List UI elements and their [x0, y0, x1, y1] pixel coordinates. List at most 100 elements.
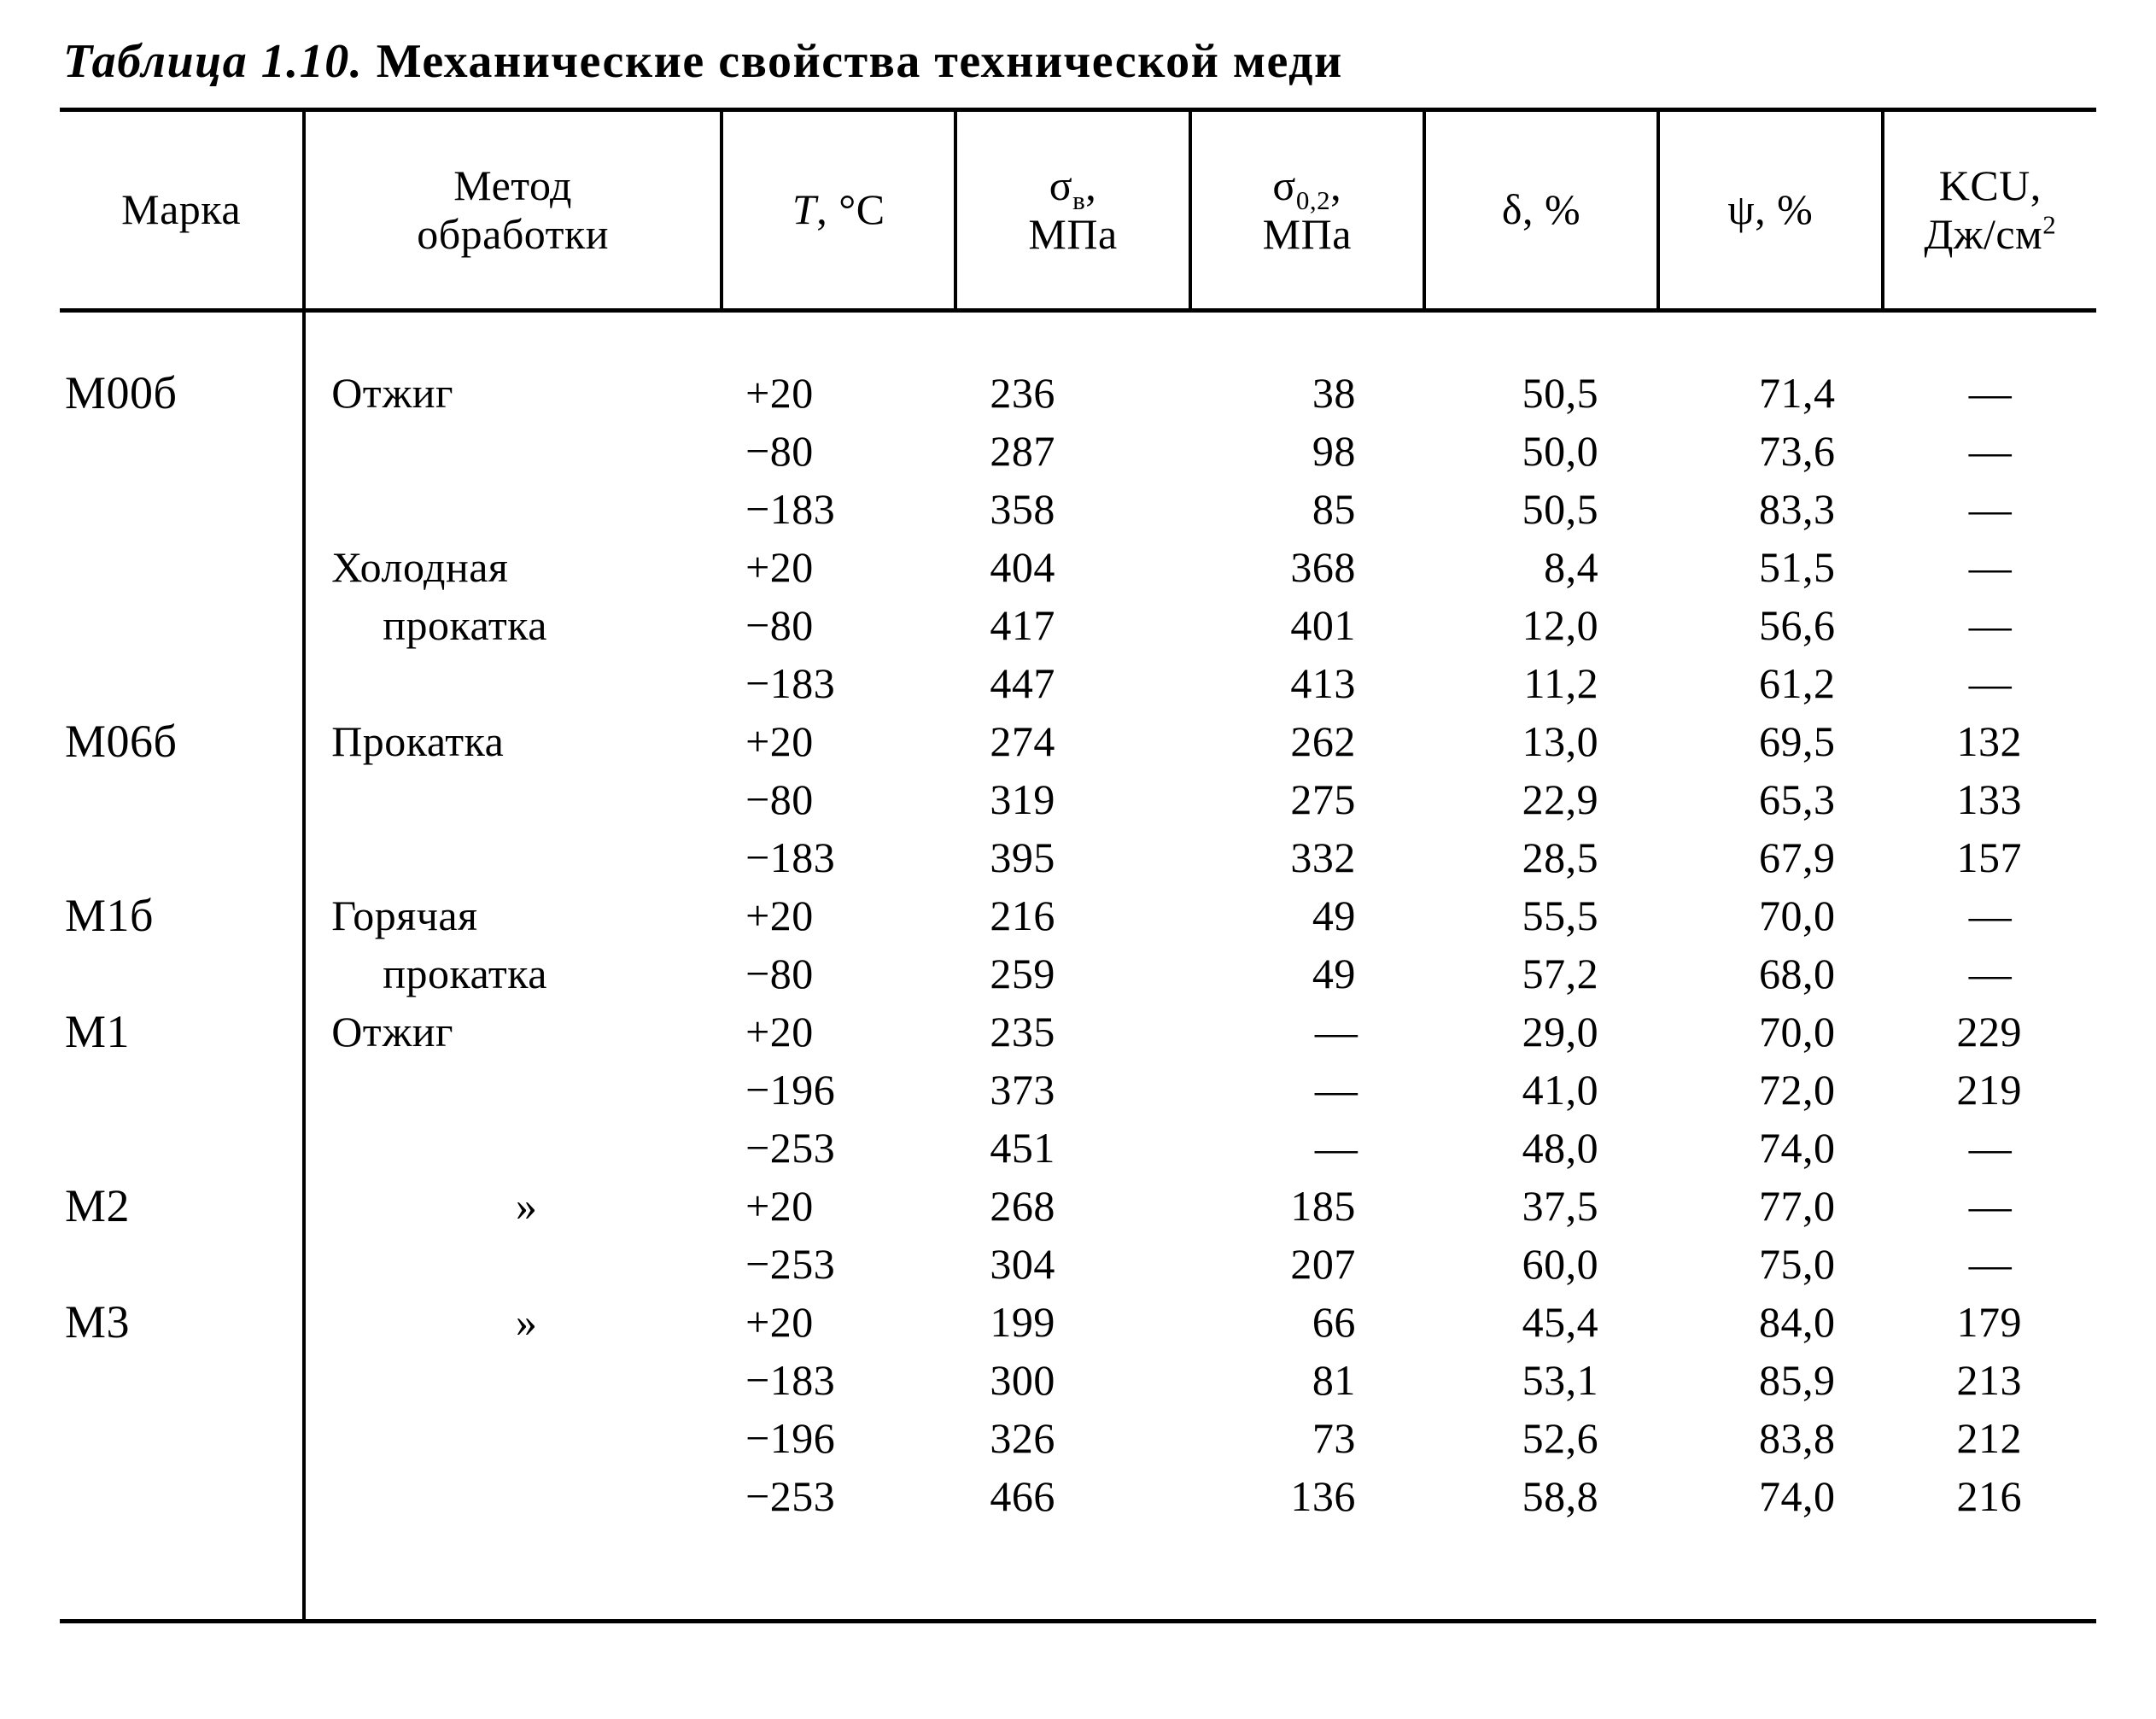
- psi-cell: 51,556,661,2: [1658, 538, 1882, 712]
- cell-value: 404: [955, 538, 1189, 596]
- method-cell: »: [304, 1177, 722, 1293]
- cell-value: —: [1883, 654, 2096, 712]
- table-row: М2»+20−25326830418520737,560,077,075,0——: [60, 1177, 2096, 1293]
- cell-value: 83,3: [1658, 480, 1882, 538]
- cell-value: 368: [1190, 538, 1424, 596]
- cell-value: 8,4: [1424, 538, 1658, 596]
- cell-value: 219: [1883, 1061, 2096, 1119]
- cell-value: 213: [1883, 1351, 2096, 1409]
- cell-value: −253: [722, 1467, 955, 1525]
- cell-value: 358: [955, 480, 1189, 538]
- col-psi: ψ, %: [1658, 110, 1882, 311]
- sigma-02-cell: 668173136: [1190, 1293, 1424, 1525]
- temp-cell: +20−80−183: [722, 538, 955, 712]
- cell-value: 38: [1190, 364, 1424, 422]
- cell-value: 133: [1883, 770, 2096, 828]
- delta-cell: 37,560,0: [1424, 1177, 1658, 1293]
- sigma-02-cell: 185207: [1190, 1177, 1424, 1293]
- cell-value: 41,0: [1424, 1061, 1658, 1119]
- cell-value: 417: [955, 596, 1189, 654]
- cell-value: −253: [722, 1235, 955, 1293]
- cell-value: 259: [955, 944, 1189, 1003]
- cell-value: 132: [1883, 712, 2096, 770]
- grade-cell: [60, 538, 304, 712]
- col-method: Методобработки: [304, 110, 722, 311]
- cell-value: 287: [955, 422, 1189, 480]
- cell-value: 185: [1190, 1177, 1424, 1235]
- cell-value: 229: [1883, 1003, 2096, 1061]
- kcu-cell: ——: [1883, 1177, 2096, 1293]
- grade-label: М06б: [65, 712, 302, 770]
- cell-value: 50,5: [1424, 364, 1658, 422]
- cell-value: 56,6: [1658, 596, 1882, 654]
- sigma-b-cell: 274319395: [955, 712, 1189, 886]
- cell-value: 70,0: [1658, 886, 1882, 944]
- cell-value: —: [1883, 364, 2096, 422]
- delta-cell: 55,557,2: [1424, 886, 1658, 1003]
- cell-value: +20: [722, 538, 955, 596]
- kcu-cell: ———: [1883, 538, 2096, 712]
- grade-cell: М1: [60, 1003, 304, 1177]
- method-label: Прокатка: [331, 712, 722, 770]
- cell-value: 37,5: [1424, 1177, 1658, 1235]
- sigma-b-cell: 235373451: [955, 1003, 1189, 1177]
- table-row: М1Отжиг+20−196−253235373451———29,041,048…: [60, 1003, 2096, 1177]
- grade-cell: М2: [60, 1177, 304, 1293]
- sigma-b-cell: 216259: [955, 886, 1189, 1003]
- cell-value: 395: [955, 828, 1189, 886]
- cell-value: 45,4: [1424, 1293, 1658, 1351]
- grade-label: М3: [65, 1293, 302, 1351]
- table-body: М00бОтжиг+20−80−18323628735838988550,550…: [60, 311, 2096, 1622]
- cell-value: 85,9: [1658, 1351, 1882, 1409]
- cell-value: 300: [955, 1351, 1189, 1409]
- sigma-b-cell: 236287358: [955, 364, 1189, 538]
- psi-cell: 84,085,983,874,0: [1658, 1293, 1882, 1525]
- table-row: М1бГорячаяпрокатка+20−80216259494955,557…: [60, 886, 2096, 1003]
- cell-value: 67,9: [1658, 828, 1882, 886]
- cell-value: —: [1190, 1061, 1424, 1119]
- sigma-b-cell: 404417447: [955, 538, 1189, 712]
- table-row: М3»+20−183−196−2531993003264666681731364…: [60, 1293, 2096, 1525]
- temp-cell: +20−196−253: [722, 1003, 955, 1177]
- grade-cell: М00б: [60, 364, 304, 538]
- temp-cell: +20−253: [722, 1177, 955, 1293]
- sigma-02-cell: 262275332: [1190, 712, 1424, 886]
- cell-value: 58,8: [1424, 1467, 1658, 1525]
- grade-cell: М3: [60, 1293, 304, 1525]
- cell-value: −183: [722, 654, 955, 712]
- cell-value: +20: [722, 364, 955, 422]
- method-label: Отжиг: [331, 1003, 722, 1061]
- cell-value: 52,6: [1424, 1409, 1658, 1467]
- cell-value: 65,3: [1658, 770, 1882, 828]
- kcu-cell: 132133157: [1883, 712, 2096, 886]
- cell-value: 75,0: [1658, 1235, 1882, 1293]
- cell-value: 74,0: [1658, 1467, 1882, 1525]
- method-cell: Отжиг: [304, 1003, 722, 1177]
- cell-value: —: [1883, 538, 2096, 596]
- col-temp: T, °C: [722, 110, 955, 311]
- psi-cell: 70,068,0: [1658, 886, 1882, 1003]
- delta-cell: 13,022,928,5: [1424, 712, 1658, 886]
- method-label: прокатка: [331, 944, 722, 1003]
- cell-value: 77,0: [1658, 1177, 1882, 1235]
- cell-value: 326: [955, 1409, 1189, 1467]
- cell-value: −183: [722, 828, 955, 886]
- cell-value: 49: [1190, 886, 1424, 944]
- kcu-cell: 179213212216: [1883, 1293, 2096, 1525]
- cell-value: 55,5: [1424, 886, 1658, 944]
- grade-cell: М06б: [60, 712, 304, 886]
- cell-value: +20: [722, 1003, 955, 1061]
- cell-value: 50,0: [1424, 422, 1658, 480]
- cell-value: 304: [955, 1235, 1189, 1293]
- method-label: Холодная: [331, 538, 722, 596]
- cell-value: 73,6: [1658, 422, 1882, 480]
- cell-value: 136: [1190, 1467, 1424, 1525]
- grade-cell: М1б: [60, 886, 304, 1003]
- cell-value: 74,0: [1658, 1119, 1882, 1177]
- cell-value: 212: [1883, 1409, 2096, 1467]
- cell-value: 50,5: [1424, 480, 1658, 538]
- cell-value: −80: [722, 770, 955, 828]
- cell-value: 13,0: [1424, 712, 1658, 770]
- table-row: Холоднаяпрокатка+20−80−18340441744736840…: [60, 538, 2096, 712]
- cell-value: 22,9: [1424, 770, 1658, 828]
